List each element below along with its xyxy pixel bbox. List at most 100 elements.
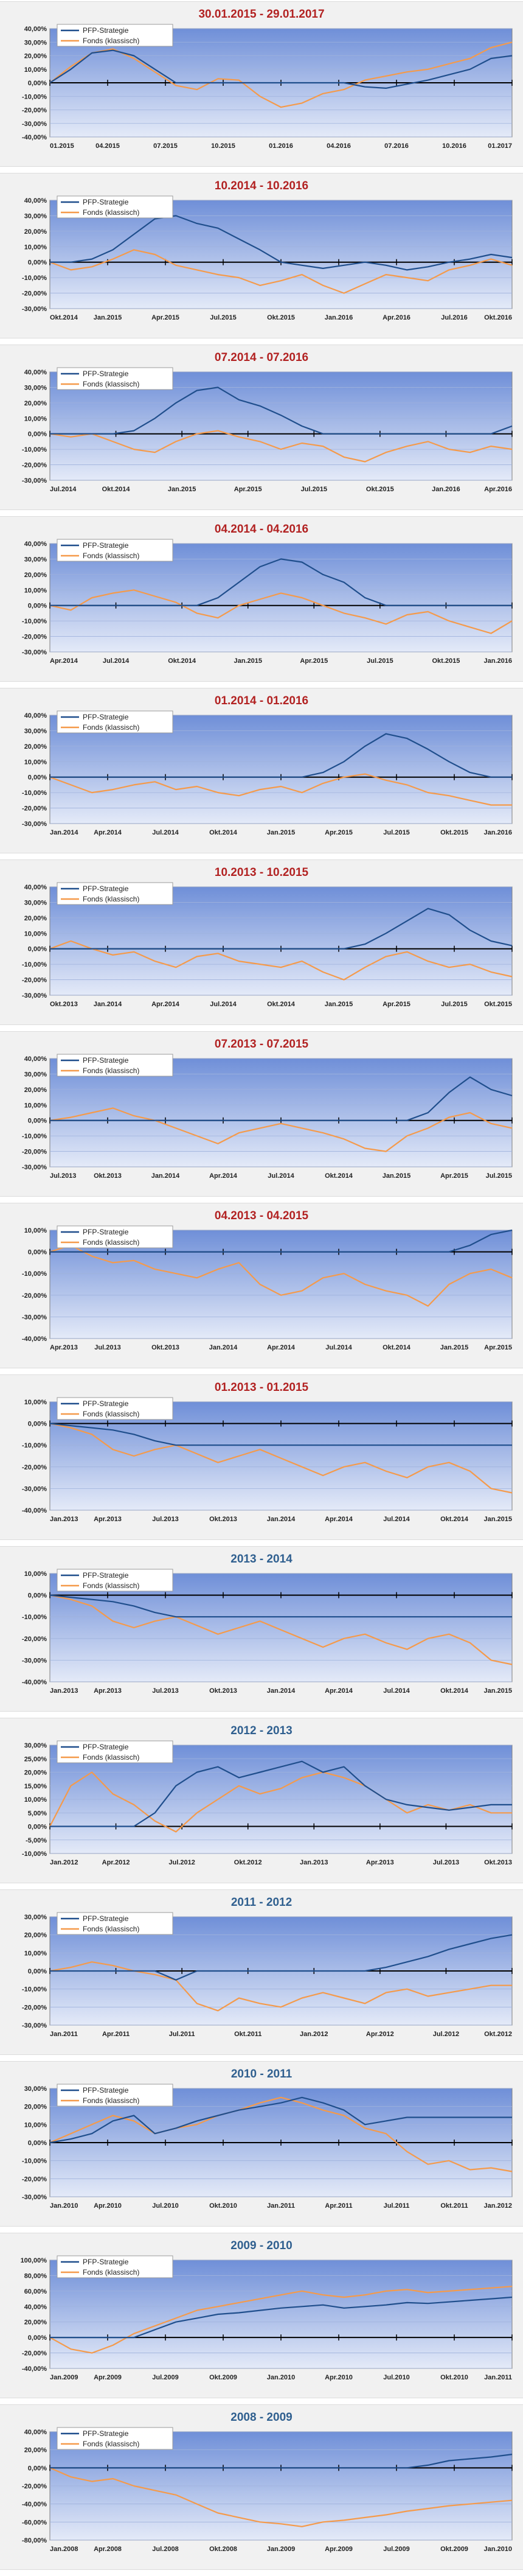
plot-area bbox=[49, 1401, 513, 1511]
chart-panel: 07.2014 - 07.2016 40,00% 30,00% 20,00% 10,00… bbox=[0, 345, 523, 510]
x-tick-label: Jul.2009 bbox=[383, 2546, 409, 2553]
y-tick-label: -5,00% bbox=[26, 1837, 47, 1844]
fund-line bbox=[49, 1771, 512, 1833]
y-tick-label: -30,00% bbox=[22, 1314, 47, 1321]
x-tick-label: Apr.2016 bbox=[383, 314, 410, 321]
legend-strategy-label: PFP-Strategie bbox=[83, 26, 129, 35]
legend-strategy-label: PFP-Strategie bbox=[83, 1743, 129, 1751]
chart-title: 2013 - 2014 bbox=[230, 1553, 293, 1566]
x-tick-label: Okt.2014 bbox=[383, 1344, 411, 1351]
y-tick-label: 5,00% bbox=[28, 1810, 47, 1817]
legend-strategy-label: PFP-Strategie bbox=[83, 713, 129, 721]
legend-box bbox=[57, 710, 173, 733]
plot-area bbox=[49, 200, 513, 309]
y-tick-label: -30,00% bbox=[22, 2194, 47, 2201]
x-tick-label: Jul.2008 bbox=[152, 2546, 178, 2553]
plot-area bbox=[49, 886, 513, 996]
chart-title: 2009 - 2010 bbox=[230, 2239, 292, 2252]
fund-line bbox=[49, 1594, 513, 1665]
x-tick-label: 01.2015 bbox=[50, 142, 74, 150]
y-tick-label: 10,00% bbox=[24, 587, 47, 594]
strategy-line bbox=[50, 2296, 513, 2339]
plot-area bbox=[49, 2259, 513, 2369]
y-tick-label: -10,00% bbox=[22, 1442, 47, 1449]
x-tick-label: Jan.2015 bbox=[94, 314, 122, 321]
y-tick-label: 30,00% bbox=[24, 1071, 47, 1078]
x-tick-label: Apr.2015 bbox=[440, 1172, 468, 1180]
legend-box bbox=[57, 2255, 173, 2278]
y-tick-label: 0,00% bbox=[28, 259, 47, 267]
y-tick-label: 20,00% bbox=[24, 228, 47, 236]
x-tick-label: Okt.2015 bbox=[366, 486, 394, 493]
legend-box bbox=[57, 24, 173, 47]
strategy-line bbox=[50, 387, 513, 435]
chart-title: 10.2014 - 10.2016 bbox=[215, 180, 308, 192]
x-tick-label: Jul.2014 bbox=[103, 657, 130, 665]
chart-title: 2010 - 2011 bbox=[231, 2068, 293, 2081]
x-tick-label: Okt.2009 bbox=[209, 2374, 237, 2381]
y-tick-label: 20,00% bbox=[24, 400, 47, 407]
chart-panel: 01.2014 - 01.2016 40,00% 30,00% 20,00% 10,00… bbox=[0, 688, 523, 853]
x-tick-label: 10.2016 bbox=[442, 142, 466, 150]
x-tick-label: Apr.2015 bbox=[234, 486, 262, 493]
y-tick-label: -30,00% bbox=[22, 649, 47, 656]
x-tick-label: 07.2016 bbox=[384, 142, 409, 150]
y-tick-label: -30,00% bbox=[22, 1657, 47, 1664]
y-tick-label: -40,00% bbox=[22, 2365, 47, 2373]
x-tick-label: Jul.2009 bbox=[152, 2374, 178, 2381]
chart-svg: 07.2014 - 07.2016 40,00% 30,00% 20,00% 10,00… bbox=[22, 351, 513, 493]
y-tick-label: -30,00% bbox=[22, 1164, 47, 1171]
x-tick-label: Okt.2011 bbox=[234, 2031, 262, 2038]
x-tick-label: 10.2015 bbox=[211, 142, 235, 150]
x-tick-label: Apr.2013 bbox=[50, 1344, 78, 1351]
x-tick-label: Jan.2016 bbox=[325, 314, 353, 321]
x-tick-label: 01.2017 bbox=[488, 142, 512, 150]
x-tick-label: Okt.2009 bbox=[440, 2546, 468, 2553]
legend-fund-label: Fonds (klassisch) bbox=[83, 1410, 139, 1418]
chart-title: 10.2013 - 10.2015 bbox=[215, 866, 309, 879]
x-tick-label: Okt.2008 bbox=[209, 2546, 237, 2553]
y-tick-label: 0,00% bbox=[28, 603, 47, 610]
y-tick-label: 20,00% bbox=[24, 743, 47, 751]
strategy-line bbox=[49, 1594, 512, 1618]
x-tick-label: Jan.2012 bbox=[300, 2031, 328, 2038]
y-tick-label: -40,00% bbox=[22, 1679, 47, 1686]
y-tick-label: 40,00% bbox=[24, 26, 47, 33]
y-tick-label: 40,00% bbox=[24, 2429, 47, 2436]
y-tick-label: -20,00% bbox=[22, 290, 47, 298]
x-tick-label: Jul.2011 bbox=[169, 2031, 195, 2038]
y-tick-label: -30,00% bbox=[22, 121, 47, 128]
legend-fund-label: Fonds (klassisch) bbox=[83, 380, 139, 388]
y-tick-label: 30,00% bbox=[24, 39, 47, 46]
y-tick-label: -40,00% bbox=[22, 2501, 47, 2508]
y-tick-label: 0,00% bbox=[28, 1249, 47, 1256]
chart-svg: 07.2013 - 07.2015 40,00% 30,00% 20,00% 10,00… bbox=[22, 1038, 513, 1180]
x-tick-label: Jan.2013 bbox=[50, 1687, 78, 1695]
y-tick-label: 20,00% bbox=[24, 1087, 47, 1094]
y-tick-label: 0,00% bbox=[28, 1824, 47, 1831]
legend-fund-label: Fonds (klassisch) bbox=[83, 208, 139, 217]
y-tick-label: 30,00% bbox=[24, 727, 47, 735]
legend-strategy-label: PFP-Strategie bbox=[83, 2086, 129, 2095]
chart-title: 01.2014 - 01.2016 bbox=[215, 695, 308, 707]
x-tick-label: Jul.2010 bbox=[383, 2374, 409, 2381]
y-tick-label: 0,00% bbox=[28, 774, 47, 782]
x-tick-label: Jan.2008 bbox=[50, 2546, 78, 2553]
legend-box bbox=[57, 539, 173, 562]
chart-svg: 10.2014 - 10.2016 40,00% 30,00% 20,00% 10,00… bbox=[22, 180, 513, 321]
legend-box bbox=[57, 1569, 173, 1592]
x-tick-label: Jan.2014 bbox=[267, 1516, 296, 1523]
legend-strategy-label: PFP-Strategie bbox=[83, 1056, 129, 1065]
y-tick-label: 10,00% bbox=[24, 1796, 47, 1804]
x-tick-label: Okt.2013 bbox=[50, 1001, 78, 1008]
x-tick-label: Jan.2010 bbox=[267, 2374, 295, 2381]
x-tick-label: Apr.2011 bbox=[325, 2202, 352, 2210]
plot-area bbox=[49, 543, 513, 653]
x-tick-label: Jan.2015 bbox=[234, 657, 262, 665]
x-tick-label: Okt.2014 bbox=[440, 1687, 469, 1695]
fund-line bbox=[49, 1961, 512, 2012]
x-tick-label: Okt.2015 bbox=[267, 314, 295, 321]
